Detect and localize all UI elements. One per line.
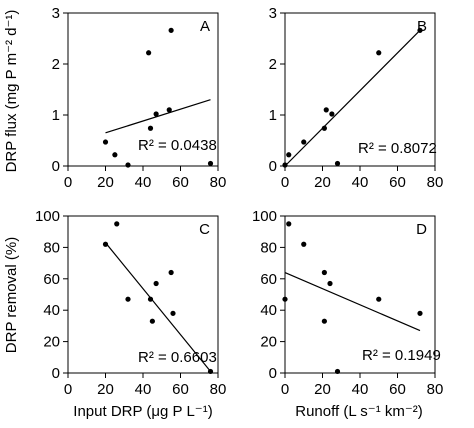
panel-d: 0 20 40 60 80 0 20 40 60 80 100 D R² = 0.1949 [252, 208, 443, 398]
y-tick-label: 80 [260, 239, 277, 256]
data-point [125, 162, 131, 168]
y-tick-label: 2 [52, 56, 60, 73]
x-tick-label: 0 [281, 381, 289, 398]
x-tick-label: 0 [281, 174, 289, 191]
y-axis-title-top: DRP flux (mg P m⁻² d⁻¹) [3, 10, 20, 173]
panel-letter: D [416, 221, 427, 238]
r-squared-label: R² = 0.1949 [362, 347, 441, 364]
data-point [323, 107, 329, 113]
x-tick-label: 40 [352, 381, 369, 398]
x-tick-label: 0 [64, 174, 72, 191]
data-point [168, 269, 174, 276]
regression-line [105, 242, 211, 372]
r-squared-label: R² = 0.8072 [358, 140, 437, 157]
data-point [168, 27, 174, 33]
data-point [125, 296, 131, 302]
data-point [166, 107, 172, 113]
y-tick-label: 1 [269, 107, 277, 124]
data-point [112, 152, 118, 158]
data-point [282, 162, 288, 168]
panel-letter: B [417, 18, 427, 35]
panel-b: 0 20 40 60 80 0 1 2 3 B R² = 0.8072 [269, 5, 444, 191]
regression-line [105, 99, 211, 134]
data-point [334, 368, 341, 375]
data-point [147, 296, 154, 302]
x-tick-label: 80 [427, 174, 444, 191]
x-tick-label: 40 [352, 174, 369, 191]
data-point [301, 241, 307, 247]
panel-a: 0 20 40 60 80 0 1 2 3 A R² = 0.0438 [52, 5, 227, 191]
x-tick-label: 20 [314, 174, 331, 191]
y-tick-label: 3 [52, 5, 60, 22]
y-tick-label: 0 [52, 158, 60, 175]
x-tick-label: 20 [97, 381, 114, 398]
y-tick-label: 20 [260, 334, 277, 351]
x-tick-label: 20 [314, 381, 331, 398]
y-tick-label: 40 [43, 302, 60, 319]
data-point [376, 50, 382, 56]
y-tick-label: 100 [35, 208, 60, 225]
x-tick-label: 80 [210, 174, 227, 191]
x-tick-label: 40 [135, 174, 152, 191]
data-point [170, 310, 176, 316]
y-tick-label: 0 [269, 158, 277, 175]
y-tick-label: 60 [260, 271, 277, 288]
data-point [153, 111, 159, 117]
data-point [147, 125, 154, 131]
x-tick-label: 80 [427, 381, 444, 398]
data-point [321, 125, 327, 131]
x-axis-title-left: Input DRP (μg P L⁻¹) [73, 403, 212, 420]
y-tick-label: 3 [269, 5, 277, 22]
data-point [146, 50, 152, 56]
x-tick-label: 60 [172, 381, 189, 398]
y-tick-label: 0 [52, 365, 60, 382]
data-point [321, 318, 327, 324]
data-point [286, 221, 292, 227]
panel-letter: C [199, 221, 210, 238]
panels: 0 20 40 60 80 0 1 2 3 A R² = 0.0438 0 20 40 60 80 0 1 2 3 B R… [35, 5, 443, 398]
data-point [102, 139, 109, 145]
data-point [334, 160, 341, 167]
data-point [417, 310, 423, 316]
r-squared-label: R² = 0.0438 [138, 137, 217, 154]
x-tick-label: 0 [64, 381, 72, 398]
data-point [301, 139, 307, 145]
data-point [417, 27, 423, 33]
data-point [114, 221, 120, 227]
data-point [286, 152, 292, 158]
regression-line [284, 29, 421, 167]
panel-c: 0 20 40 60 80 0 20 40 60 80 100 C R² = 0.6603 [35, 208, 226, 398]
x-tick-label: 60 [389, 381, 406, 398]
y-tick-label: 100 [252, 208, 277, 225]
y-tick-label: 80 [43, 239, 60, 256]
data-point [149, 318, 155, 324]
x-tick-label: 80 [210, 381, 227, 398]
y-tick-label: 0 [269, 365, 277, 382]
y-tick-label: 60 [43, 271, 60, 288]
x-tick-label: 60 [389, 174, 406, 191]
r-squared-label: R² = 0.6603 [138, 349, 217, 366]
data-point [282, 296, 288, 302]
regression-line [284, 271, 421, 332]
y-axis-title-bottom: DRP removal (%) [3, 237, 20, 353]
x-tick-label: 40 [135, 381, 152, 398]
data-point [376, 296, 382, 302]
data-point [329, 111, 335, 117]
data-point [153, 280, 159, 287]
y-tick-label: 2 [269, 56, 277, 73]
x-axis-title-right: Runoff (L s⁻¹ km⁻²) [295, 403, 423, 420]
x-tick-label: 60 [172, 174, 189, 191]
y-tick-label: 40 [260, 302, 277, 319]
data-point [102, 241, 109, 247]
data-point [321, 269, 327, 276]
y-tick-label: 1 [52, 107, 60, 124]
x-tick-label: 20 [97, 174, 114, 191]
panel-letter: A [200, 18, 210, 35]
data-point [207, 160, 214, 167]
y-tick-label: 20 [43, 334, 60, 351]
data-point [327, 280, 333, 287]
data-point [207, 368, 214, 375]
